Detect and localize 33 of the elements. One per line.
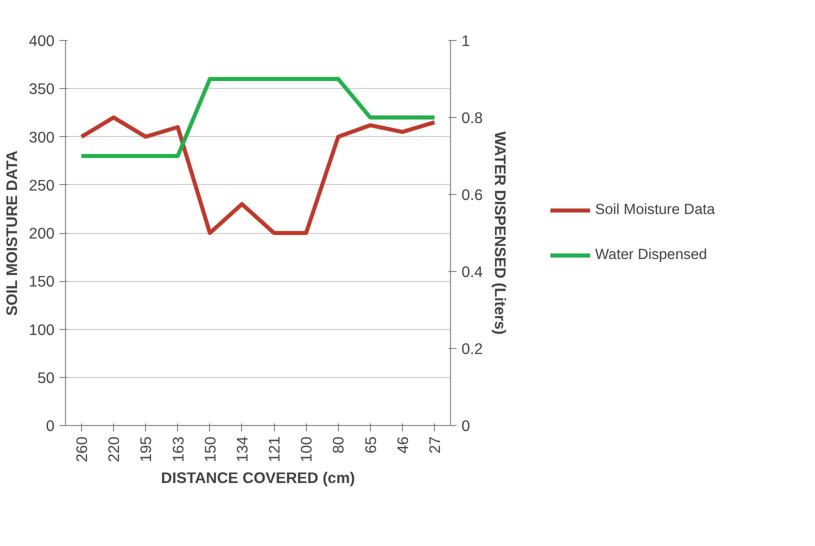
- x-tick-label: 46: [394, 436, 412, 454]
- x-axis-title: DISTANCE COVERED (cm): [161, 470, 355, 488]
- y-tick-label: 0: [46, 418, 55, 435]
- y2-axis-title: WATER DISPENSED (Liters): [490, 131, 508, 335]
- y2-tick-label: 0.4: [462, 264, 484, 281]
- y2-tick-label: 0: [462, 418, 470, 435]
- y-axis-title: SOIL MOISTURE DATA: [4, 150, 21, 316]
- x-tick-label: 195: [138, 436, 156, 462]
- y-tick-label: 100: [28, 322, 55, 339]
- x-tick-label: 163: [170, 436, 188, 462]
- x-tick-label: 100: [298, 436, 316, 462]
- y-tick-label: 50: [37, 370, 55, 387]
- x-tick-label: 260: [74, 436, 92, 462]
- y-tick-label: 350: [28, 81, 55, 98]
- x-tick-label: 220: [106, 436, 124, 462]
- legend-label: Soil Moisture Data: [595, 202, 715, 218]
- x-tick-label: 27: [426, 436, 444, 454]
- x-tick-label: 121: [266, 436, 284, 462]
- x-tick-label: 134: [234, 436, 252, 462]
- y2-tick-label: 1: [462, 33, 470, 50]
- y2-tick-label: 0.6: [462, 187, 483, 204]
- line-series: [80, 116, 436, 235]
- y-tick-label: 400: [28, 33, 55, 50]
- y2-tick-label: 0.2: [462, 341, 483, 358]
- x-tick-label: 80: [330, 436, 348, 454]
- legend-label: Water Dispensed: [595, 247, 707, 263]
- y-tick-label: 300: [28, 129, 55, 146]
- y-tick-label: 250: [28, 177, 55, 194]
- y2-tick-label: 0.8: [462, 110, 483, 127]
- y-tick-label: 150: [28, 274, 55, 291]
- x-tick-label: 65: [362, 436, 380, 454]
- y-tick-label: 200: [28, 226, 55, 242]
- x-tick-label: 150: [202, 436, 220, 462]
